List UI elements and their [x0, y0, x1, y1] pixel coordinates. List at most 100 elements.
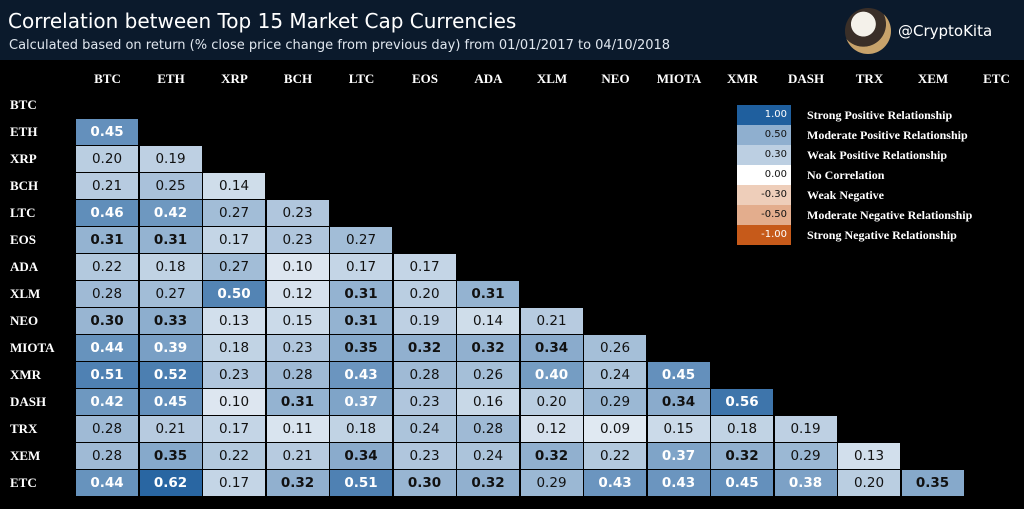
- heatmap-cell: 0.18: [711, 415, 773, 442]
- heatmap-cell: 0.35: [901, 469, 964, 496]
- heatmap-cell: 0.44: [76, 334, 138, 361]
- column-label: BTC: [94, 71, 121, 86]
- chart-header: Correlation between Top 15 Market Cap Cu…: [0, 0, 1024, 60]
- legend-label: Moderate Negative Relationship: [807, 208, 973, 222]
- heatmap-cell: 0.27: [139, 280, 202, 307]
- heatmap-cell: 0.20: [393, 280, 456, 307]
- row-label: XRP: [10, 151, 37, 166]
- heatmap-cell: 0.35: [330, 334, 392, 361]
- heatmap-cell: 0.17: [393, 253, 456, 280]
- heatmap-cell: 0.32: [393, 334, 456, 361]
- row-label: BCH: [10, 178, 39, 193]
- heatmap-cell: 0.19: [774, 415, 837, 442]
- column-label: MIOTA: [656, 71, 702, 86]
- heatmap-cell: 0.17: [330, 253, 392, 280]
- legend-swatch: 0.30: [737, 145, 791, 165]
- heatmap-cell: 0.21: [139, 415, 202, 442]
- heatmap-cell: 0.17: [203, 415, 265, 442]
- twitter-handle[interactable]: @CryptoKita: [898, 22, 993, 40]
- heatmap-cell: 0.27: [203, 199, 265, 226]
- heatmap-cell: 0.42: [139, 199, 202, 226]
- heatmap-cell: 0.33: [139, 307, 202, 334]
- heatmap-cell: 0.16: [457, 388, 519, 415]
- row-label: TRX: [10, 421, 38, 436]
- heatmap-cell: 0.17: [203, 226, 265, 253]
- column-label: TRX: [855, 71, 884, 86]
- row-label: ADA: [10, 259, 39, 274]
- heatmap-cell: 0.29: [774, 442, 837, 469]
- heatmap-cell: 0.10: [203, 388, 265, 415]
- heatmap-cell: 0.51: [330, 469, 392, 496]
- heatmap-cell: 0.26: [457, 361, 519, 388]
- legend-label: Weak Positive Relationship: [807, 148, 948, 162]
- heatmap-cell: 0.22: [76, 253, 138, 280]
- legend-swatch: 0.50: [737, 125, 791, 145]
- chart-title: Correlation between Top 15 Market Cap Cu…: [8, 9, 517, 33]
- row-label: XMR: [10, 367, 42, 382]
- heatmap-cell: 0.18: [139, 253, 202, 280]
- heatmap-cell: 0.39: [139, 334, 202, 361]
- heatmap-cell: 0.56: [711, 388, 773, 415]
- legend-swatch: -0.50: [737, 205, 791, 225]
- heatmap-cell: 0.34: [330, 442, 392, 469]
- heatmap-cell: 0.21: [76, 172, 138, 199]
- column-label: XRP: [221, 71, 248, 86]
- column-label: ETC: [983, 71, 1010, 86]
- row-label: LTC: [10, 205, 36, 220]
- heatmap-cell: 0.10: [266, 253, 329, 280]
- heatmap-cell: 0.45: [139, 388, 202, 415]
- heatmap-cell: 0.32: [266, 469, 329, 496]
- heatmap-cell: 0.13: [838, 442, 900, 469]
- heatmap-cell: 0.34: [647, 388, 710, 415]
- heatmap-cell: 0.19: [139, 145, 202, 172]
- heatmap-cell: 0.43: [584, 469, 646, 496]
- heatmap-cell: 0.42: [76, 388, 138, 415]
- heatmap-cell: 0.31: [457, 280, 519, 307]
- row-label: NEO: [10, 313, 39, 328]
- legend-swatch: 0.00: [737, 165, 791, 185]
- heatmap-cell: 0.20: [76, 145, 138, 172]
- heatmap-cell: 0.45: [76, 118, 138, 145]
- heatmap-cell: 0.15: [647, 415, 710, 442]
- heatmap-cell: 0.31: [139, 226, 202, 253]
- heatmap-cell: 0.23: [393, 442, 456, 469]
- heatmap-cell: 0.29: [584, 388, 646, 415]
- column-label: LTC: [348, 71, 375, 86]
- heatmap-cell: 0.23: [393, 388, 456, 415]
- heatmap-cell: 0.37: [647, 442, 710, 469]
- column-label: DASH: [787, 71, 825, 86]
- profile-avatar[interactable]: [845, 8, 891, 54]
- column-label: XMR: [726, 71, 759, 86]
- legend-label: Moderate Positive Relationship: [807, 128, 968, 142]
- heatmap-cell: 0.34: [520, 334, 583, 361]
- heatmap-cell: 0.32: [457, 334, 519, 361]
- heatmap-cell: 0.21: [266, 442, 329, 469]
- heatmap-cell: 0.32: [457, 469, 519, 496]
- legend-label: No Correlation: [807, 168, 885, 182]
- heatmap-cell: 0.27: [203, 253, 265, 280]
- heatmap-cell: 0.28: [393, 361, 456, 388]
- heatmap-cell: 0.23: [266, 199, 329, 226]
- legend-swatch: 1.00: [737, 105, 791, 125]
- column-label: XLM: [536, 71, 568, 86]
- heatmap-cell: 0.09: [584, 415, 646, 442]
- heatmap-cell: 0.30: [76, 307, 138, 334]
- heatmap-cell: 0.22: [203, 442, 265, 469]
- row-label: MIOTA: [10, 340, 55, 355]
- heatmap-cell: 0.21: [520, 307, 583, 334]
- heatmap-cell: 0.25: [139, 172, 202, 199]
- heatmap-cell: 0.18: [330, 415, 392, 442]
- heatmap-cell: 0.14: [457, 307, 519, 334]
- heatmap-cell: 0.28: [76, 415, 138, 442]
- heatmap-cell: 0.18: [203, 334, 265, 361]
- column-label: BCH: [283, 71, 313, 86]
- heatmap-cell: 0.31: [266, 388, 329, 415]
- heatmap-cell: 0.11: [266, 415, 329, 442]
- row-label: EOS: [10, 232, 37, 247]
- heatmap-cell: 0.14: [203, 172, 265, 199]
- legend-label: Strong Positive Relationship: [807, 108, 953, 122]
- heatmap-cell: 0.12: [520, 415, 583, 442]
- row-label: DASH: [10, 394, 47, 409]
- heatmap-cell: 0.15: [266, 307, 329, 334]
- heatmap-cell: 0.40: [520, 361, 583, 388]
